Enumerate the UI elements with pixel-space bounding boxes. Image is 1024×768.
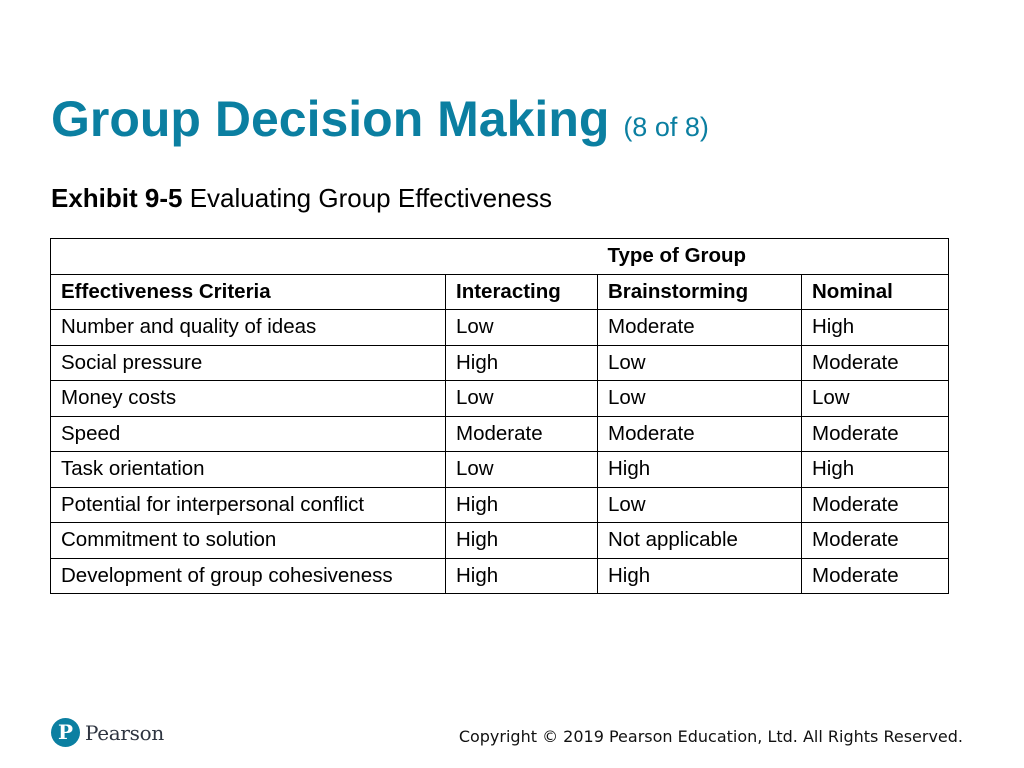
exhibit-caption: Exhibit 9-5 Evaluating Group Effectivene… (51, 181, 552, 215)
exhibit-title: Evaluating Group Effectiveness (189, 183, 553, 213)
cell-criteria: Money costs (50, 380, 446, 417)
effectiveness-table-body: Type of Group Effectiveness Criteria Int… (50, 238, 949, 594)
cell-brainstorming: Low (597, 344, 802, 381)
cell-interacting: Low (445, 309, 598, 346)
cell-criteria: Commitment to solution (50, 522, 446, 559)
table-row: Social pressure High Low Moderate (50, 344, 949, 381)
table-row: Task orientation Low High High (50, 451, 949, 488)
cell-brainstorming: Not applicable (597, 522, 802, 559)
type-of-group-header: Type of Group (597, 238, 949, 275)
column-header-criteria: Effectiveness Criteria (50, 273, 446, 310)
cell-criteria: Speed (50, 415, 446, 452)
cell-interacting: High (445, 344, 598, 381)
pearson-p-icon: P (51, 718, 80, 747)
cell-interacting: High (445, 522, 598, 559)
cell-interacting: High (445, 557, 598, 594)
cell-nominal: Moderate (801, 344, 949, 381)
cell-interacting: Low (445, 380, 598, 417)
cell-criteria: Task orientation (50, 451, 446, 488)
pearson-wordmark: Pearson (85, 720, 164, 745)
cell-criteria: Number and quality of ideas (50, 309, 446, 346)
cell-brainstorming: Moderate (597, 415, 802, 452)
cell-brainstorming: Low (597, 380, 802, 417)
column-header-nominal: Nominal (801, 273, 949, 310)
table-row: Potential for interpersonal conflict High… (50, 486, 949, 523)
slide-title-text: Group Decision Making (51, 91, 610, 147)
slide-footer: P Pearson Copyright © 2019 Pearson Educa… (51, 718, 963, 754)
column-header-brainstorming: Brainstorming (597, 273, 802, 310)
table-row: Money costs Low Low Low (50, 380, 949, 417)
table-group-header-row: Type of Group (50, 238, 949, 275)
slide-title-suffix: (8 of 8) (623, 112, 709, 142)
effectiveness-table: Type of Group Effectiveness Criteria Int… (50, 238, 949, 594)
cell-nominal: Moderate (801, 486, 949, 523)
cell-criteria: Potential for interpersonal conflict (50, 486, 446, 523)
table-header-spacer (50, 238, 598, 275)
cell-brainstorming: Moderate (597, 309, 802, 346)
pearson-logo: P Pearson (51, 718, 164, 747)
table-row: Speed Moderate Moderate Moderate (50, 415, 949, 452)
cell-nominal: Moderate (801, 522, 949, 559)
cell-nominal: High (801, 309, 949, 346)
cell-brainstorming: Low (597, 486, 802, 523)
cell-interacting: Moderate (445, 415, 598, 452)
cell-interacting: Low (445, 451, 598, 488)
slide-title: Group Decision Making (8 of 8) (51, 88, 709, 158)
cell-nominal: Moderate (801, 557, 949, 594)
cell-nominal: High (801, 451, 949, 488)
cell-criteria: Development of group cohesiveness (50, 557, 446, 594)
cell-nominal: Low (801, 380, 949, 417)
column-header-interacting: Interacting (445, 273, 598, 310)
cell-brainstorming: High (597, 557, 802, 594)
cell-interacting: High (445, 486, 598, 523)
table-row: Number and quality of ideas Low Moderate Hi… (50, 309, 949, 346)
table-row: Commitment to solution High Not applicable… (50, 522, 949, 559)
cell-brainstorming: High (597, 451, 802, 488)
table-row: Development of group cohesiveness High Hig… (50, 557, 949, 594)
exhibit-label: Exhibit 9-5 (51, 183, 183, 213)
copyright-notice: Copyright © 2019 Pearson Education, Ltd.… (458, 727, 963, 746)
cell-nominal: Moderate (801, 415, 949, 452)
table-column-header-row: Effectiveness Criteria Interacting Brain… (50, 273, 949, 310)
cell-criteria: Social pressure (50, 344, 446, 381)
